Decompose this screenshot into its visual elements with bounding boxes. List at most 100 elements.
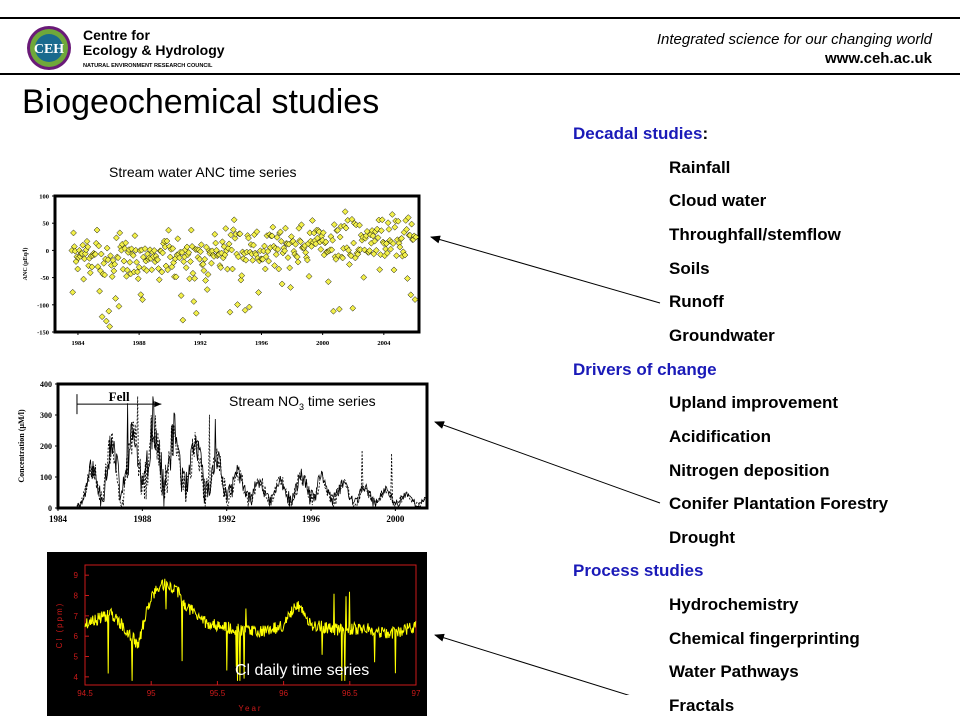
anc-data-point [179,316,187,324]
anc-caption: Stream water ANC time series [109,164,297,180]
anc-data-point [180,258,188,265]
no3-x-tick-label: 2000 [386,514,405,524]
cl-y-tick-label: 5 [74,653,79,662]
anc-data-point [204,271,212,278]
anc-data-point [238,272,246,279]
anc-chart: 100 50 0 -50 -100 -150 1984 1988 1992 1996 2000 200… [22,194,421,347]
anc-x-tick-label: 2004 [377,340,391,347]
list-item-label: Chemical fingerprinting [669,628,860,648]
anc-data-point [294,258,302,266]
anc-data-point [336,233,344,241]
anc-y-tick-label: 100 [39,194,49,201]
anc-y-tick-label: -50 [40,275,49,282]
anc-data-point [217,264,225,271]
anc-data-point [212,239,220,247]
anc-data-point [277,237,285,245]
anc-data-point [211,230,219,238]
anc-data-point [342,224,350,232]
anc-data-point [198,241,205,249]
anc-data-point [387,245,394,253]
anc-data-point [229,265,236,273]
anc-data-point [74,265,82,273]
anc-data-point [221,251,229,259]
anc-data-point [245,303,253,311]
ceh-logo-mark: CEH Centre for Ecology & Hydrology NATUR… [27,26,225,70]
anc-data-point [319,229,327,237]
anc-data-point [134,268,141,276]
anc-y-tick-label: -100 [37,302,49,309]
cl-series-line [84,578,417,681]
anc-x-tick-label: 1992 [194,340,207,347]
anc-data-point [113,234,120,242]
anc-data-point [148,266,156,274]
anc-data-point [129,252,137,259]
anc-data-point [298,221,305,229]
anc-data-point [115,302,123,310]
anc-data-point [108,273,116,280]
anc-data-point [404,275,411,282]
anc-data-point [185,249,193,256]
anc-data-point [374,234,382,242]
anc-data-point [134,275,142,283]
anc-data-point [325,278,332,286]
anc-data-point [126,258,134,266]
list-item: Runoff [669,292,724,312]
anc-data-point [81,250,89,257]
anc-data-point [235,253,242,261]
anc-data-point [372,247,380,254]
no3-y-axis-label: Concentration (µM/l) [17,409,26,483]
anc-data-point [272,251,280,258]
anc-data-point [373,225,381,233]
cl-x-tick-label: 95.5 [210,689,226,698]
fell-arrowhead [154,401,162,408]
anc-data-point [328,246,336,254]
website-url[interactable]: www.ceh.ac.uk [825,50,932,67]
anc-data-point [394,217,402,225]
anc-data-point [250,241,257,249]
anc-data-point [361,246,368,254]
anc-data-point [104,256,112,264]
no3-caption-subscript: 3 [299,402,304,412]
anc-data-point [69,288,77,296]
anc-data-point [101,271,108,279]
anc-data-point [404,214,412,221]
anc-data-point [83,237,91,245]
anc-data-point [131,232,139,240]
cl-x-tick-label: 96.5 [342,689,358,698]
list-item: Hydrochemistry [669,595,798,615]
anc-data-point [88,263,96,271]
anc-data-point [360,274,368,281]
anc-data-point [297,238,304,246]
logo-name-line2: Ecology & Hydrology [83,42,225,58]
anc-y-axis-label: ANC (µEq/l) [22,248,29,281]
anc-data-point [260,247,267,255]
anc-data-point [273,234,281,241]
anc-data-point [229,226,237,234]
anc-data-point [164,266,172,274]
cl-y-tick-label: 7 [74,612,79,621]
anc-data-point [383,249,391,257]
anc-data-point [189,269,197,277]
anc-data-point [85,262,93,270]
anc-data-point [79,241,87,249]
anc-data-point [329,236,336,244]
list-item-label: Fractals [669,696,735,716]
anc-data-point [202,277,209,284]
anc-data-point [378,216,386,224]
anc-data-point [139,253,147,261]
anc-data-point [81,255,88,263]
no3-caption-main: Stream NO [229,393,299,409]
anc-data-point [166,253,174,261]
list-item: Acidification [669,427,771,447]
list-item-label: Cloud water [669,191,767,211]
anc-data-point [201,255,209,263]
cl-y-tick-label: 8 [74,592,79,601]
cl-x-axis-label: Year [238,704,262,713]
anc-data-point [230,216,238,224]
list-item: Soils [669,259,710,279]
anc-data-point [269,223,277,231]
cl-y-axis-label: Cl (ppm) [55,602,64,649]
logo-council: NATURAL ENVIRONMENT RESEARCH COUNCIL [83,63,213,69]
anc-data-point [371,237,379,245]
